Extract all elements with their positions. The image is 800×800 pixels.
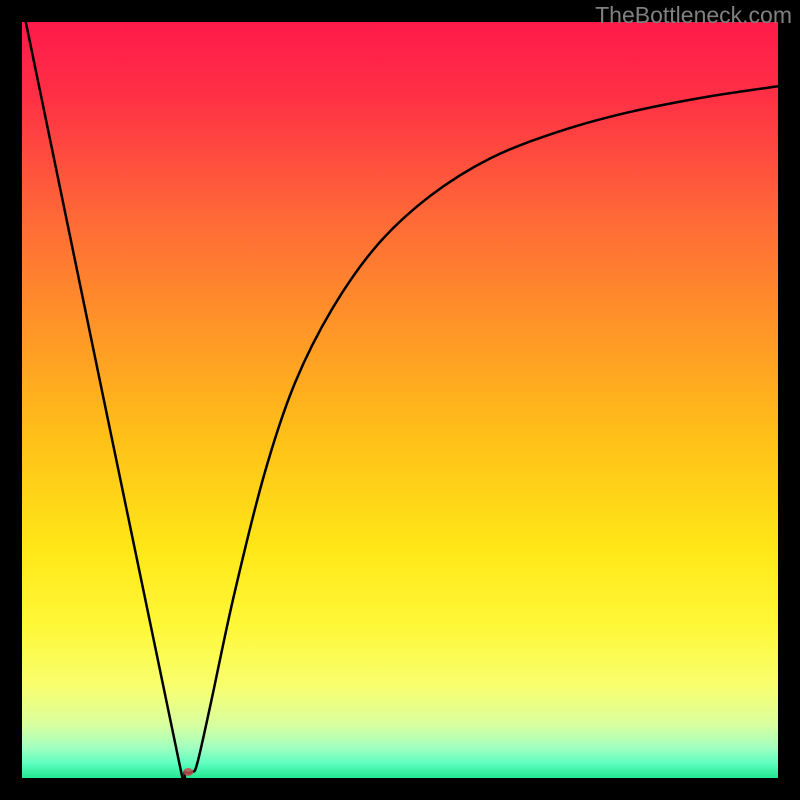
- bottleneck-chart: [0, 0, 800, 800]
- watermark-text: TheBottleneck.com: [595, 2, 792, 29]
- chart-container: TheBottleneck.com: [0, 0, 800, 800]
- plot-background: [22, 22, 778, 778]
- minimum-marker: [183, 768, 193, 776]
